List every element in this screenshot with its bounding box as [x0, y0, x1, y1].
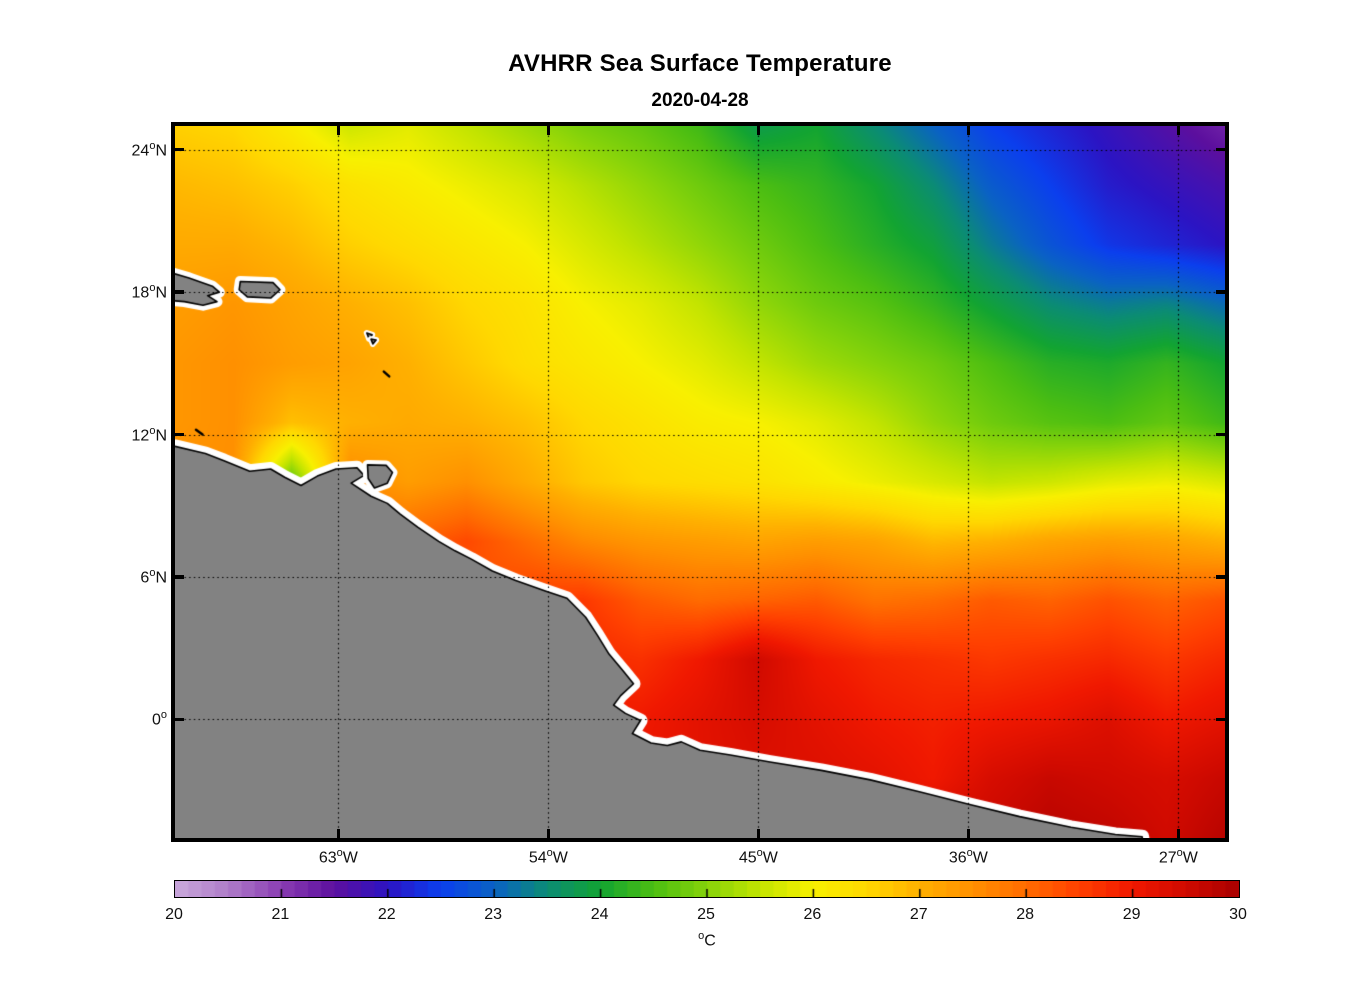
- sst-map-canvas: [175, 126, 1225, 838]
- colorbar-tick-label: 23: [484, 906, 503, 923]
- colorbar-tick-label: 22: [377, 906, 396, 923]
- colorbar: [174, 880, 1240, 898]
- colorbar-unit-label: oC: [698, 930, 716, 950]
- figure-title: AVHRR Sea Surface Temperature: [508, 50, 892, 77]
- map-plot-area: [175, 126, 1225, 838]
- lat-tick-label: 12oN: [131, 424, 167, 444]
- colorbar-tick-label: 26: [803, 906, 822, 923]
- lon-tick-label: 63oW: [318, 847, 358, 867]
- lat-tick-label: 24oN: [131, 139, 167, 160]
- colorbar-tick-label: 21: [271, 906, 290, 923]
- lat-tick-label: 6oN: [140, 566, 167, 587]
- lat-tick-label: 0o: [151, 709, 167, 729]
- colorbar-tick-label: 24: [590, 906, 609, 923]
- colorbar-tick-label: 29: [1122, 906, 1141, 923]
- lat-tick-label: 18oN: [131, 282, 167, 302]
- colorbar-tick-label: 30: [1229, 906, 1247, 923]
- colorbar-tick-label: 25: [697, 906, 715, 923]
- lon-tick-label: 54oW: [528, 847, 568, 867]
- figure-subtitle: 2020-04-28: [651, 90, 749, 111]
- colorbar-tick-label: 27: [909, 906, 928, 923]
- lon-tick-label: 36oW: [948, 847, 988, 867]
- colorbar-canvas: [175, 881, 1239, 897]
- lon-tick-label: 45oW: [738, 847, 778, 867]
- colorbar-tick-label: 20: [165, 906, 183, 923]
- colorbar-tick-label: 28: [1016, 906, 1035, 923]
- lon-tick-label: 27oW: [1158, 847, 1198, 867]
